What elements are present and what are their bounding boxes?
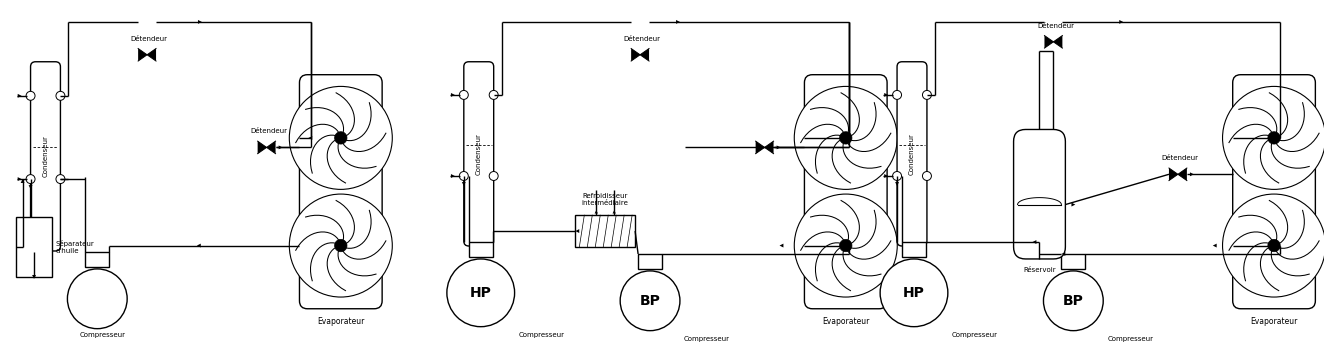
Circle shape [795, 194, 897, 297]
Text: BP: BP [640, 294, 661, 308]
Bar [902, 242, 926, 257]
Circle shape [620, 271, 679, 331]
Circle shape [68, 269, 127, 329]
Circle shape [447, 259, 515, 327]
Circle shape [289, 86, 393, 189]
Text: Compresseur: Compresseur [951, 332, 998, 338]
Circle shape [795, 86, 897, 189]
Bar [1062, 254, 1085, 269]
Text: Détendeur: Détendeur [1161, 155, 1198, 161]
Circle shape [1222, 194, 1326, 297]
Text: Evaporateur: Evaporateur [1250, 317, 1298, 326]
FancyBboxPatch shape [1014, 129, 1066, 259]
Circle shape [922, 172, 932, 180]
FancyBboxPatch shape [464, 62, 494, 246]
Text: Condenseur: Condenseur [909, 133, 916, 175]
FancyBboxPatch shape [804, 75, 886, 309]
Circle shape [27, 175, 35, 184]
Circle shape [334, 132, 346, 144]
Circle shape [56, 175, 65, 184]
Text: HP: HP [904, 286, 925, 300]
Polygon shape [267, 141, 276, 154]
Circle shape [840, 132, 852, 144]
Text: Compresseur: Compresseur [683, 336, 730, 342]
FancyBboxPatch shape [300, 75, 382, 309]
Text: Séparateur
d'huile: Séparateur d'huile [56, 240, 94, 254]
Circle shape [1043, 271, 1103, 331]
Bar [638, 254, 662, 269]
Polygon shape [1169, 168, 1178, 180]
Circle shape [289, 194, 393, 297]
Bar [576, 215, 636, 247]
Text: Détendeur: Détendeur [249, 129, 287, 134]
Text: Détendeur: Détendeur [130, 36, 167, 42]
Circle shape [334, 239, 346, 252]
Text: Condenseur: Condenseur [476, 133, 482, 175]
Circle shape [27, 91, 35, 100]
Text: Evaporateur: Evaporateur [821, 317, 869, 326]
Text: Détendeur: Détendeur [1036, 23, 1074, 29]
Text: Refroidisseur
intermédiaire: Refroidisseur intermédiaire [581, 193, 629, 206]
FancyBboxPatch shape [1233, 75, 1315, 309]
Text: Compresseur: Compresseur [80, 332, 125, 338]
Circle shape [1222, 86, 1326, 189]
Circle shape [880, 259, 947, 327]
Text: Compresseur: Compresseur [519, 332, 564, 338]
Polygon shape [1044, 36, 1054, 48]
Circle shape [840, 239, 852, 252]
Polygon shape [1054, 36, 1063, 48]
Circle shape [1267, 239, 1281, 252]
Circle shape [459, 172, 468, 180]
Text: Réservoir: Réservoir [1023, 267, 1056, 273]
Circle shape [1267, 132, 1281, 144]
Polygon shape [632, 48, 640, 61]
Text: Condenseur: Condenseur [42, 135, 49, 177]
Text: Compresseur: Compresseur [1107, 336, 1153, 342]
Circle shape [922, 91, 932, 99]
Text: Détendeur: Détendeur [624, 36, 661, 42]
Polygon shape [257, 141, 267, 154]
Text: HP: HP [470, 286, 492, 300]
Circle shape [56, 91, 65, 100]
Text: BP: BP [1063, 294, 1084, 308]
Polygon shape [640, 48, 649, 61]
Polygon shape [147, 48, 157, 61]
Circle shape [490, 172, 498, 180]
Text: Evaporateur: Evaporateur [317, 317, 365, 326]
Bar [16, 217, 53, 277]
Polygon shape [764, 141, 774, 154]
Polygon shape [755, 141, 764, 154]
Circle shape [459, 91, 468, 99]
FancyBboxPatch shape [897, 62, 928, 246]
Bar [85, 252, 109, 267]
Circle shape [893, 91, 901, 99]
Circle shape [490, 91, 498, 99]
Circle shape [893, 172, 901, 180]
Bar [468, 242, 492, 257]
Polygon shape [138, 48, 147, 61]
Polygon shape [1178, 168, 1186, 180]
FancyBboxPatch shape [31, 62, 61, 251]
